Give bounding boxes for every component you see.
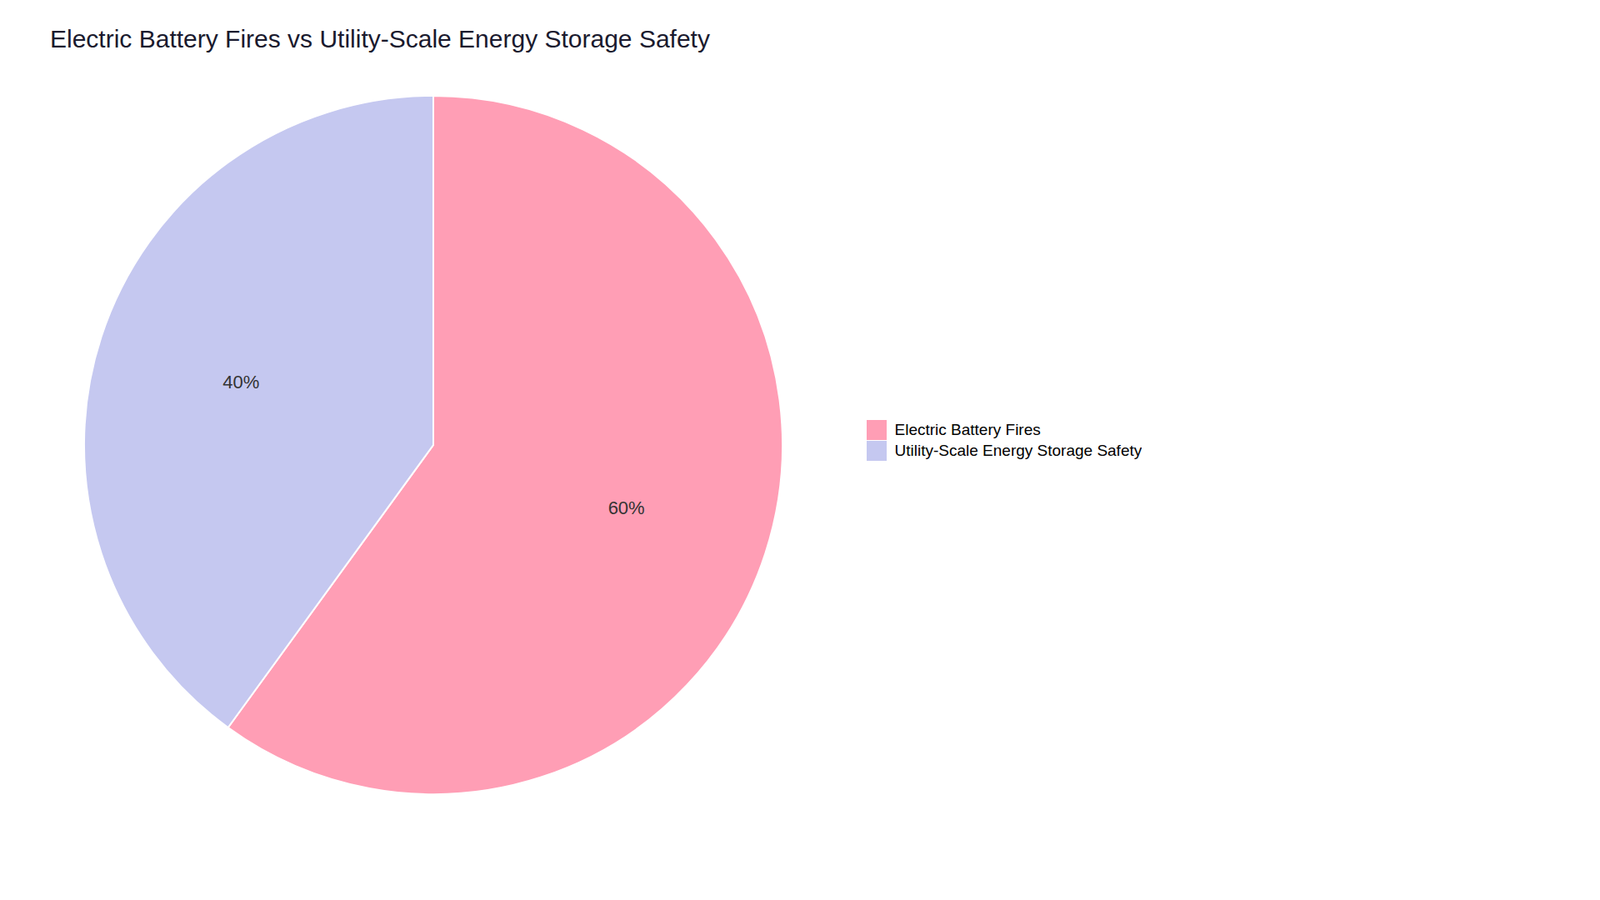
svg-text:40%: 40% (222, 371, 260, 393)
html-text:Utility-Scale Energy Storage S: Utility-Scale Energy Storage Safety (894, 441, 1142, 460)
html-text:Electric Battery Fires vs Util: Electric Battery Fires vs Utility-Scale … (50, 25, 710, 53)
svg-text:60%: 60% (608, 497, 645, 519)
html-text:Electric Battery Fires: Electric Battery Fires (894, 421, 1041, 439)
